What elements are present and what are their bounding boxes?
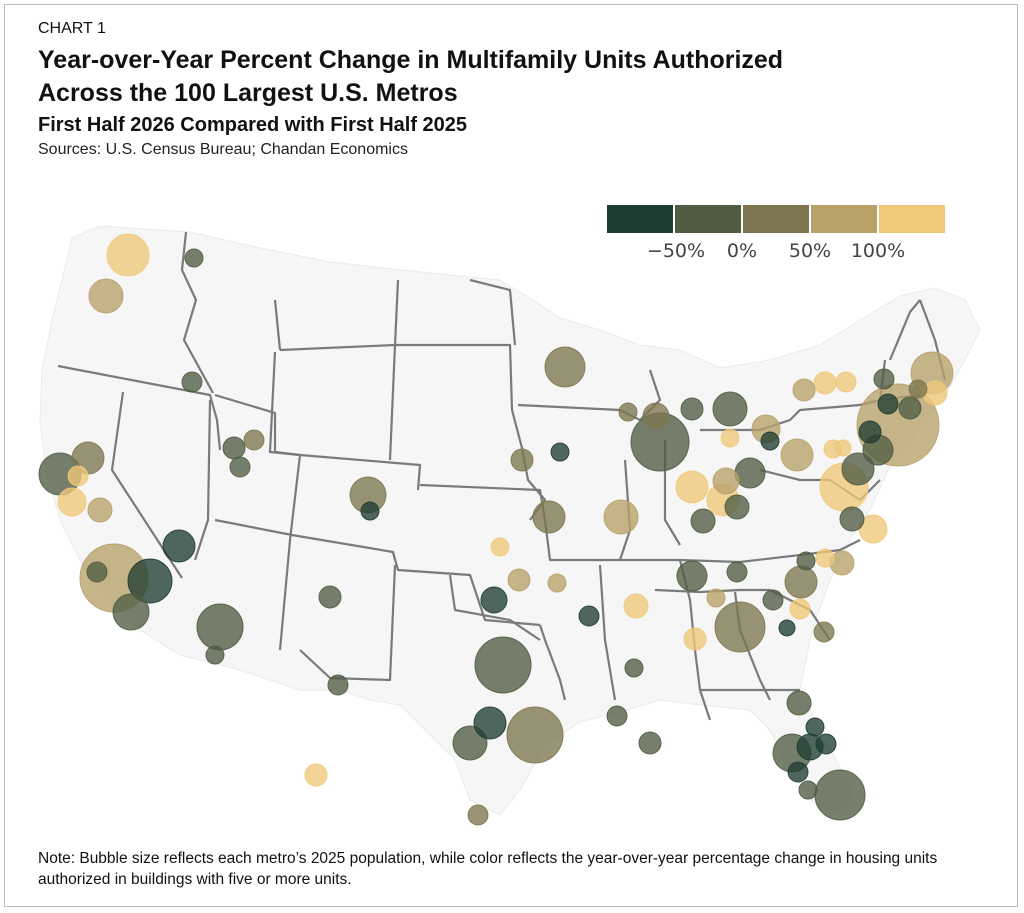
metro-bubble: [706, 588, 726, 608]
metro-bubble: [112, 593, 150, 631]
metro-bubble: [676, 560, 708, 592]
metro-bubble: [760, 431, 780, 451]
metro-bubble: [507, 568, 531, 592]
metro-bubble: [181, 371, 203, 393]
metro-bubble: [798, 780, 818, 800]
metro-bubble: [786, 690, 812, 716]
legend-swatch-5: [879, 205, 945, 233]
metro-bubble: [490, 537, 510, 557]
chart-note: Note: Bubble size reflects each metro’s …: [38, 850, 938, 888]
metro-bubble: [229, 456, 251, 478]
metro-bubble: [815, 548, 835, 568]
metro-bubble: [778, 619, 796, 637]
metro-bubble: [792, 378, 816, 402]
metro-bubble: [603, 499, 639, 535]
metro-bubble: [805, 717, 825, 737]
color-legend: −50% 0% 50% 100%: [607, 205, 945, 262]
legend-swatch-4: [811, 205, 877, 233]
metro-bubble: [510, 448, 534, 472]
legend-swatch-1: [607, 205, 673, 233]
chart-title-line-2: Across the 100 Largest U.S. Metros: [38, 79, 458, 107]
legend-tick-100: 100%: [851, 240, 905, 262]
metro-bubble: [873, 368, 895, 390]
legend-tick-neg50: −50%: [647, 240, 705, 262]
metro-bubble: [547, 573, 567, 593]
metro-bubble: [712, 391, 748, 427]
metro-bubble: [784, 565, 818, 599]
metro-bubble: [834, 439, 852, 457]
metro-bubble: [480, 586, 508, 614]
metro-bubble: [205, 645, 225, 665]
metro-bubble: [908, 379, 928, 399]
chart-title-line-1: Year-over-Year Percent Change in Multifa…: [38, 46, 784, 74]
metro-bubble: [304, 763, 328, 787]
metro-bubble: [638, 731, 662, 755]
metro-bubble: [815, 733, 837, 755]
metro-bubble: [57, 487, 87, 517]
metro-bubble: [734, 457, 766, 489]
metro-bubble: [839, 506, 865, 532]
metro-bubble: [127, 558, 173, 604]
metro-bubble: [762, 589, 784, 611]
metro-bubble: [327, 674, 349, 696]
state-borders: [57, 231, 947, 721]
metro-bubble: [642, 402, 670, 430]
metro-bubble: [578, 605, 600, 627]
metro-bubble: [544, 346, 586, 388]
metro-bubble: [724, 494, 750, 520]
metro-bubble: [618, 402, 638, 422]
metro-bubble: [813, 621, 835, 643]
chart-subtitle: First Half 2026 Compared with First Half…: [38, 114, 468, 136]
metro-bubble: [714, 601, 766, 653]
metro-bubble: [720, 428, 740, 448]
metro-bubble: [506, 706, 564, 764]
metro-bubble: [877, 393, 899, 415]
legend-swatch-3: [743, 205, 809, 233]
metro-bubble: [898, 396, 922, 420]
metro-bubble: [67, 465, 89, 487]
metro-bubble: [623, 593, 649, 619]
metro-bubble: [532, 500, 566, 534]
metro-bubble: [796, 551, 816, 571]
metro-bubble: [87, 497, 113, 523]
metro-bubble: [184, 248, 204, 268]
metro-bubble: [88, 278, 124, 314]
legend-tick-0: 0%: [727, 240, 757, 262]
metro-bubble: [780, 438, 814, 472]
metro-bubble: [86, 561, 108, 583]
metro-bubble: [683, 627, 707, 651]
metro-bubbles: [38, 233, 954, 826]
chart-sources: Sources: U.S. Census Bureau; Chandan Eco…: [38, 141, 408, 158]
metro-bubble: [243, 429, 265, 451]
metro-bubble: [835, 371, 857, 393]
metro-bubble: [813, 371, 837, 395]
metro-bubble: [624, 658, 644, 678]
metro-bubble: [690, 508, 716, 534]
metro-bubble: [787, 761, 809, 783]
metro-bubble: [360, 501, 380, 521]
metro-bubble: [789, 598, 811, 620]
metro-bubble: [726, 561, 748, 583]
chart-label: CHART 1: [38, 20, 106, 37]
metro-bubble: [814, 769, 866, 821]
metro-bubble: [318, 585, 342, 609]
metro-bubble: [675, 470, 709, 504]
metro-bubble: [162, 529, 196, 563]
chart-title: Year-over-Year Percent Change in Multifa…: [38, 44, 938, 110]
metro-bubble: [467, 804, 489, 826]
metro-bubble: [858, 420, 882, 444]
metro-bubble: [106, 233, 150, 277]
metro-bubble: [606, 705, 628, 727]
metro-bubble: [474, 636, 532, 694]
metro-bubble: [473, 706, 507, 740]
metro-bubble: [680, 397, 704, 421]
metro-bubble: [841, 452, 875, 486]
metro-bubble: [550, 442, 570, 462]
metro-bubble: [712, 467, 740, 495]
metro-bubble: [222, 436, 246, 460]
legend-swatch-2: [675, 205, 741, 233]
metro-bubble: [196, 603, 244, 651]
legend-tick-50: 50%: [789, 240, 831, 262]
